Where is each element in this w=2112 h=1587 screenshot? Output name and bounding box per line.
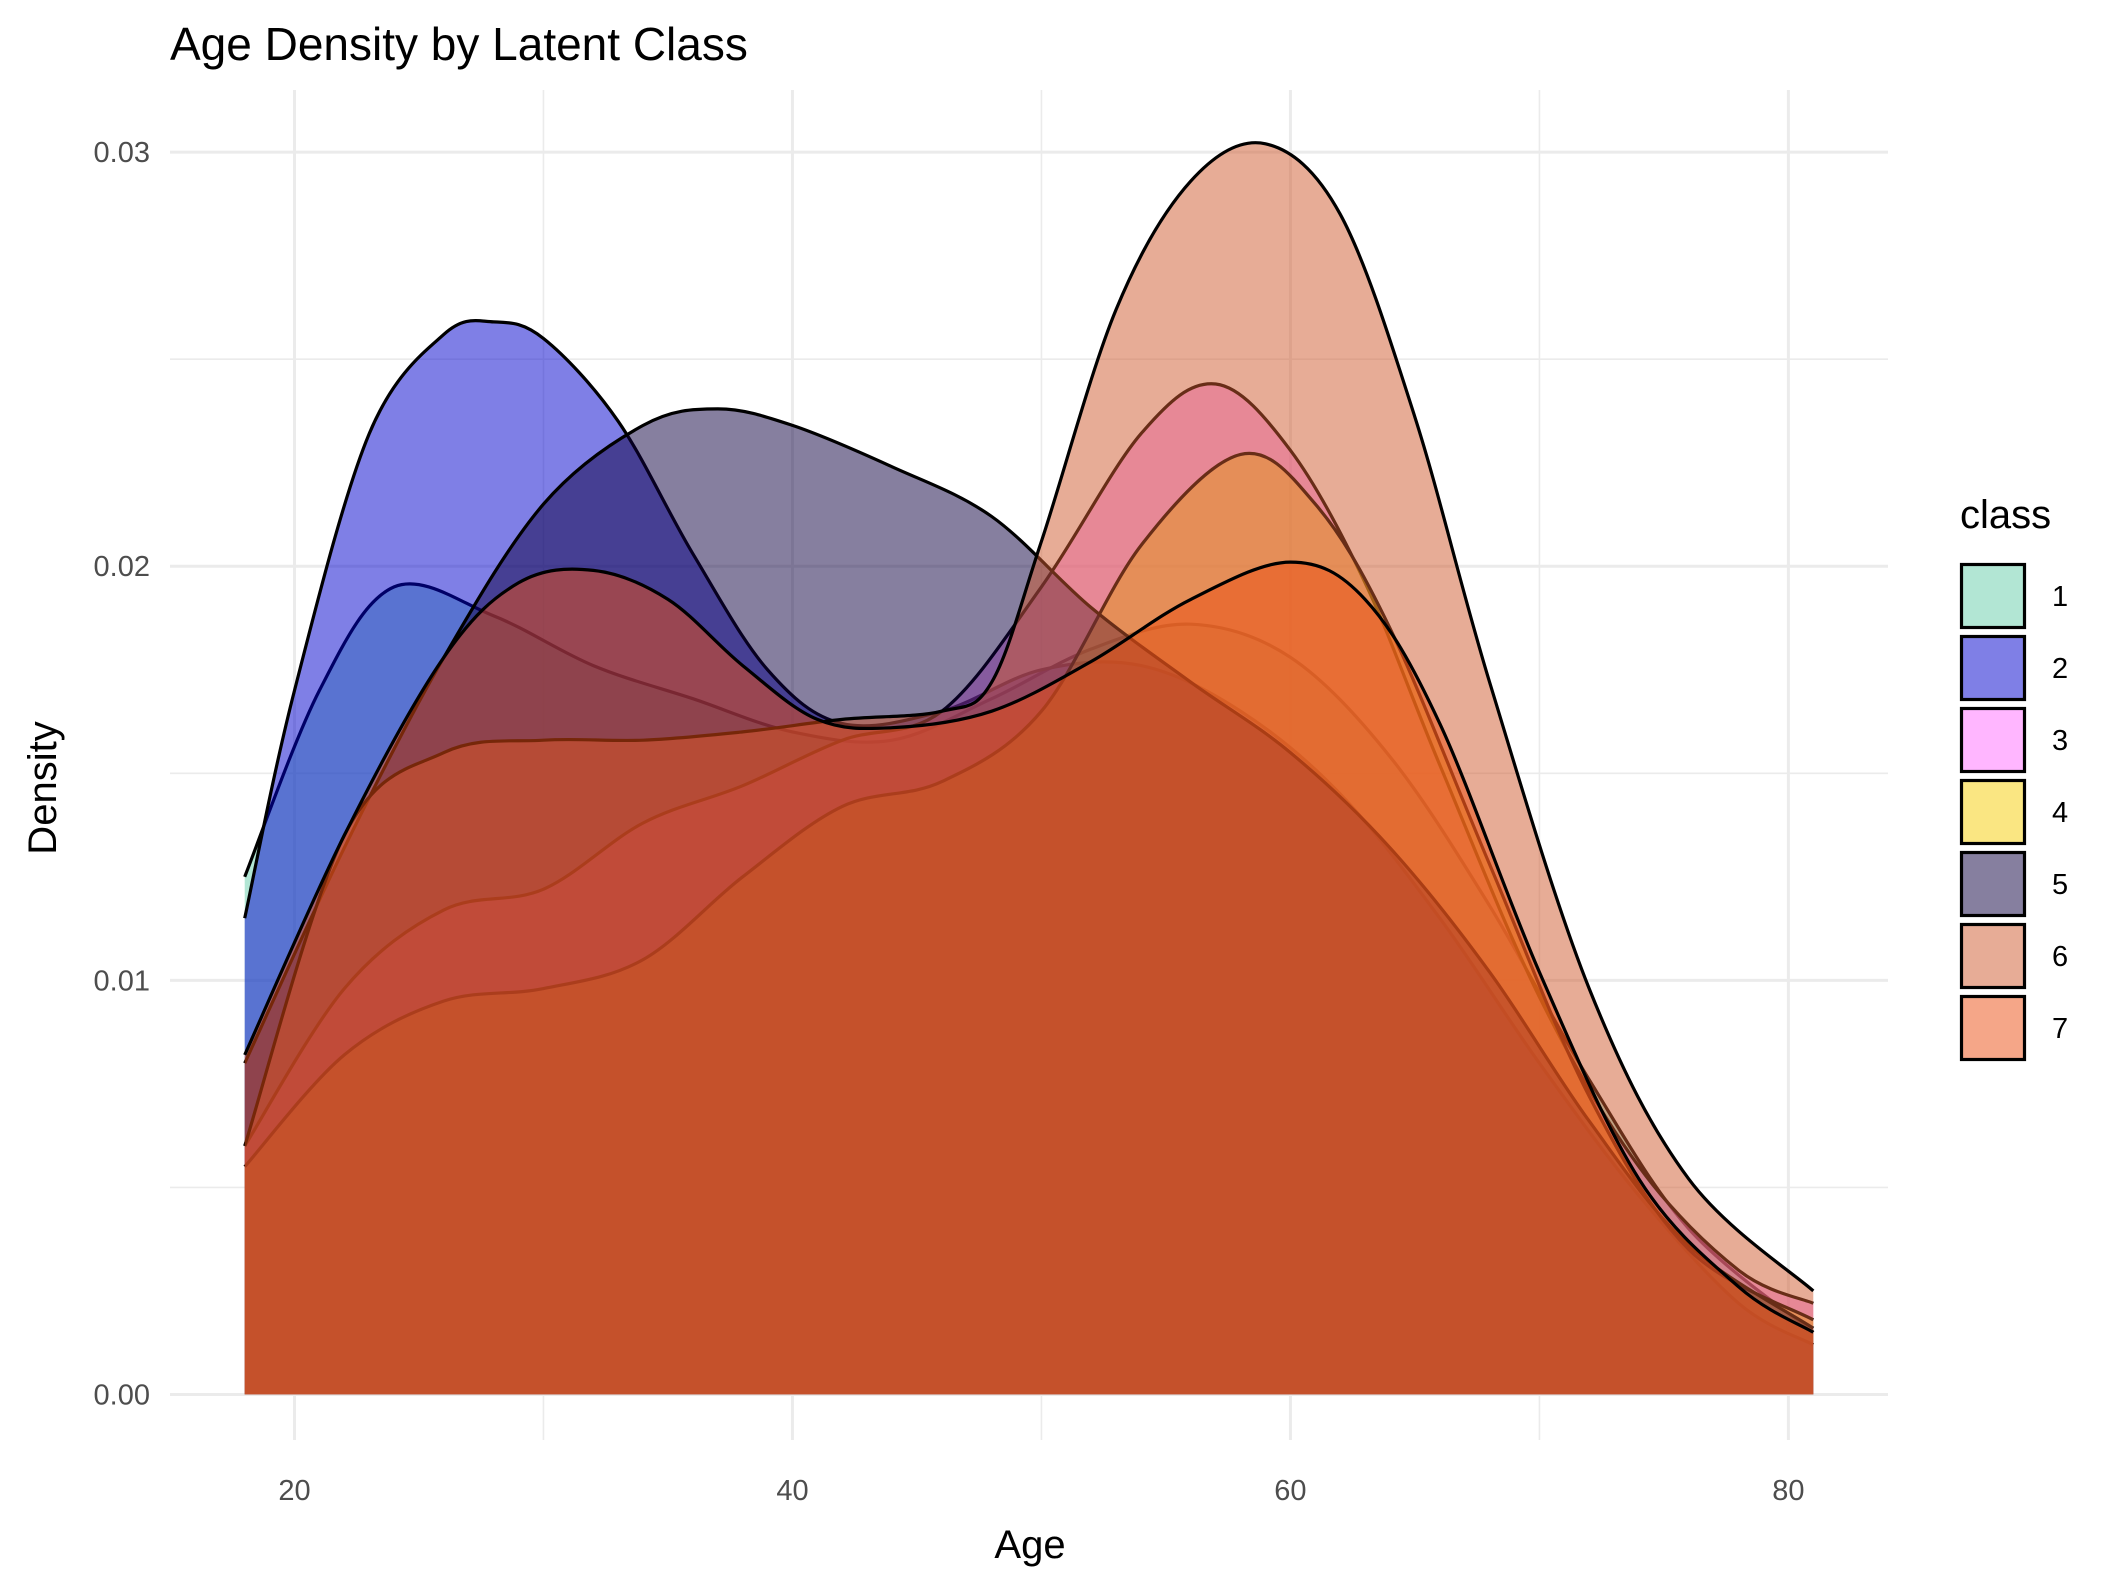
y-tick-label: 0.02 [94, 551, 150, 583]
legend-label-class-6: 6 [2052, 941, 2068, 973]
axes: 20 40 60 80 0.00 0.01 0.02 0.03 [94, 137, 1805, 1507]
density-area-class-7 [244, 562, 1814, 1395]
x-tick-label: 20 [278, 1475, 310, 1507]
legend-key-class-7 [1959, 994, 2027, 1062]
x-tick-label: 40 [776, 1475, 808, 1507]
legend-key-class-6 [1959, 922, 2027, 990]
legend-key-class-4 [1959, 778, 2027, 846]
y-axis-title: Density [21, 721, 65, 854]
legend-key-class-2 [1959, 634, 2027, 702]
legend-label-class-5: 5 [2052, 869, 2068, 901]
y-tick-label: 0.01 [94, 965, 150, 997]
x-axis-title: Age [994, 1523, 1065, 1567]
legend-key-class-5 [1959, 850, 2027, 918]
plot-area [243, 141, 1815, 1395]
chart-title: Age Density by Latent Class [170, 18, 748, 70]
legend-label-class-4: 4 [2052, 797, 2068, 829]
y-tick-label: 0.00 [94, 1379, 150, 1411]
x-tick-label: 60 [1274, 1475, 1306, 1507]
legend: class 1 2 3 4 5 6 7 [1959, 493, 2068, 1062]
legend-title: class [1960, 493, 2051, 537]
y-tick-label: 0.03 [94, 137, 150, 169]
legend-label-class-7: 7 [2052, 1013, 2068, 1045]
density-outline-class-7 [243, 560, 1815, 1334]
legend-key-class-3 [1959, 706, 2027, 774]
legend-key-class-1 [1959, 562, 2027, 630]
legend-label-class-3: 3 [2052, 725, 2068, 757]
x-tick-label: 80 [1772, 1475, 1804, 1507]
legend-label-class-1: 1 [2052, 581, 2068, 613]
legend-label-class-2: 2 [2052, 653, 2068, 685]
